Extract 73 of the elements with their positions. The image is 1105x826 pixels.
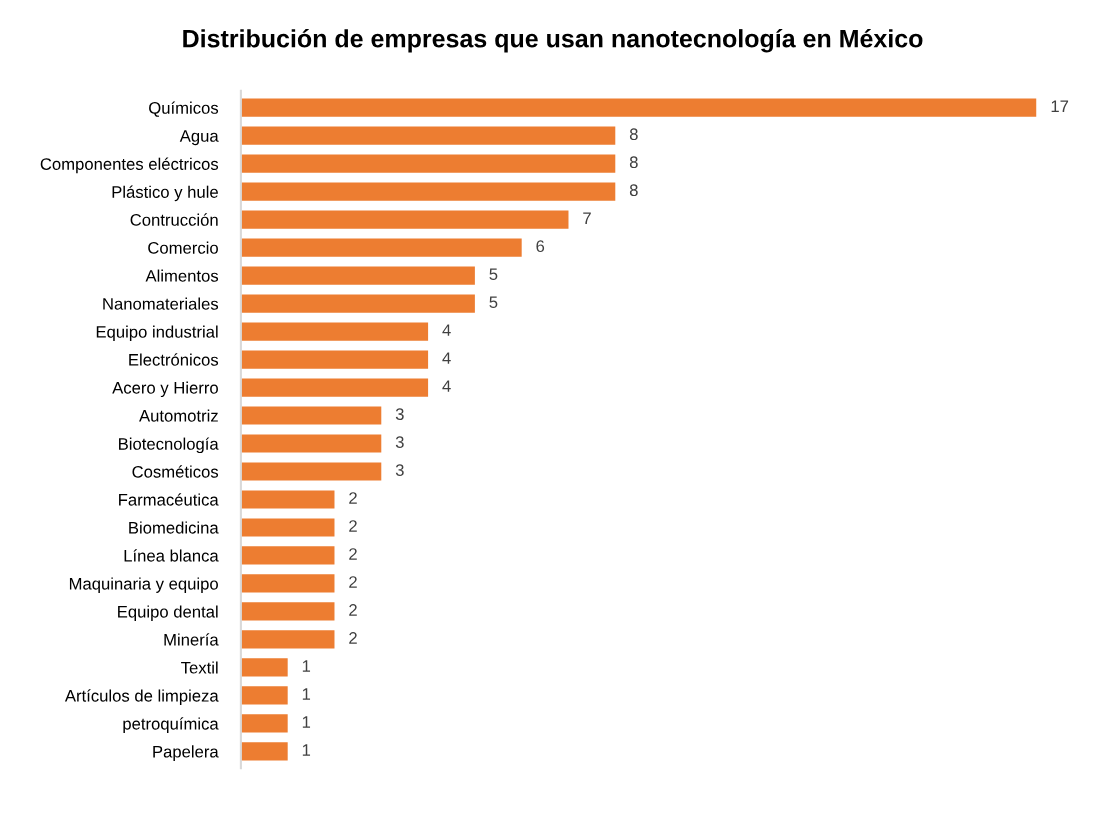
y-tick-label: Biotecnología bbox=[119, 437, 219, 454]
y-tick-label: Contrucción bbox=[130, 213, 218, 226]
y-tick-label: Línea blanca bbox=[124, 549, 219, 562]
data-label: 8 bbox=[629, 184, 638, 197]
bar bbox=[240, 714, 288, 733]
bar bbox=[240, 546, 335, 565]
bar bbox=[240, 686, 288, 705]
data-label: 4 bbox=[442, 352, 451, 364]
bar bbox=[240, 742, 288, 761]
bar bbox=[240, 350, 429, 369]
data-label: 2 bbox=[349, 604, 357, 616]
bar bbox=[240, 462, 382, 481]
data-label: 6 bbox=[536, 240, 545, 253]
bar bbox=[240, 602, 335, 621]
bar bbox=[240, 322, 429, 341]
y-tick-label: Químicos bbox=[149, 101, 219, 117]
data-label: 5 bbox=[489, 268, 498, 281]
data-label: 17 bbox=[1051, 100, 1069, 112]
y-tick-label: Componentes eléctricos bbox=[40, 157, 219, 174]
y-tick-label: Papelera bbox=[153, 745, 219, 761]
data-label: 8 bbox=[629, 128, 638, 141]
chart-title: Distribución de empresas que usan nanotecnología en México bbox=[183, 28, 923, 53]
bar bbox=[240, 490, 335, 509]
bar bbox=[240, 238, 522, 257]
data-label: 3 bbox=[395, 464, 404, 476]
y-tick-label: Cosméticos bbox=[132, 465, 219, 478]
data-label: 4 bbox=[442, 380, 451, 392]
data-label: 5 bbox=[489, 296, 498, 309]
bar bbox=[240, 154, 616, 173]
y-tick-label: Comercio bbox=[148, 241, 218, 254]
data-label: 3 bbox=[395, 436, 404, 448]
y-tick-label: Plástico y hule bbox=[112, 185, 218, 202]
data-label: 2 bbox=[349, 492, 357, 504]
bar bbox=[240, 266, 475, 285]
bar bbox=[240, 182, 616, 201]
y-tick-label: Artículos de limpieza bbox=[64, 689, 219, 706]
bar bbox=[240, 378, 429, 397]
bar bbox=[240, 574, 335, 593]
y-tick-label: Maquinaria y equipo bbox=[69, 577, 218, 593]
y-tick-label: Textil bbox=[181, 661, 218, 674]
y-tick-label: Farmacéutica bbox=[119, 493, 219, 506]
data-label: 4 bbox=[442, 324, 451, 336]
bar bbox=[240, 126, 616, 145]
data-label: 8 bbox=[629, 156, 638, 169]
y-tick-label: Minería bbox=[164, 633, 219, 646]
data-label: 3 bbox=[395, 408, 404, 420]
data-label: 2 bbox=[349, 520, 357, 532]
bar bbox=[240, 434, 382, 453]
y-tick-label: Equipo industrial bbox=[96, 325, 218, 342]
data-label: 2 bbox=[349, 576, 357, 588]
data-label: 7 bbox=[583, 212, 591, 224]
bar bbox=[240, 210, 569, 229]
data-label: 1 bbox=[302, 716, 311, 728]
y-tick-label: Acero y Hierro bbox=[112, 381, 218, 398]
data-label: 1 bbox=[302, 688, 311, 700]
y-tick-label: petroquímica bbox=[123, 717, 219, 733]
y-tick-label: Automotriz bbox=[139, 409, 218, 422]
bar bbox=[240, 518, 335, 537]
data-label: 1 bbox=[302, 660, 311, 672]
y-tick-label: Biomedicina bbox=[129, 521, 219, 534]
bar bbox=[240, 658, 288, 677]
bar bbox=[240, 98, 1037, 117]
y-tick-label: Equipo dental bbox=[118, 605, 218, 621]
bar bbox=[240, 406, 382, 425]
data-label: 1 bbox=[302, 744, 311, 756]
y-tick-label: Nanomateriales bbox=[103, 297, 219, 310]
data-label: 2 bbox=[349, 548, 357, 560]
data-label: 2 bbox=[349, 632, 357, 644]
bar bbox=[240, 630, 335, 649]
bar bbox=[240, 294, 475, 313]
y-tick-label: Alimentos bbox=[145, 269, 219, 282]
y-tick-label: Agua bbox=[179, 130, 219, 146]
y-tick-label: Electrónicos bbox=[129, 353, 219, 366]
